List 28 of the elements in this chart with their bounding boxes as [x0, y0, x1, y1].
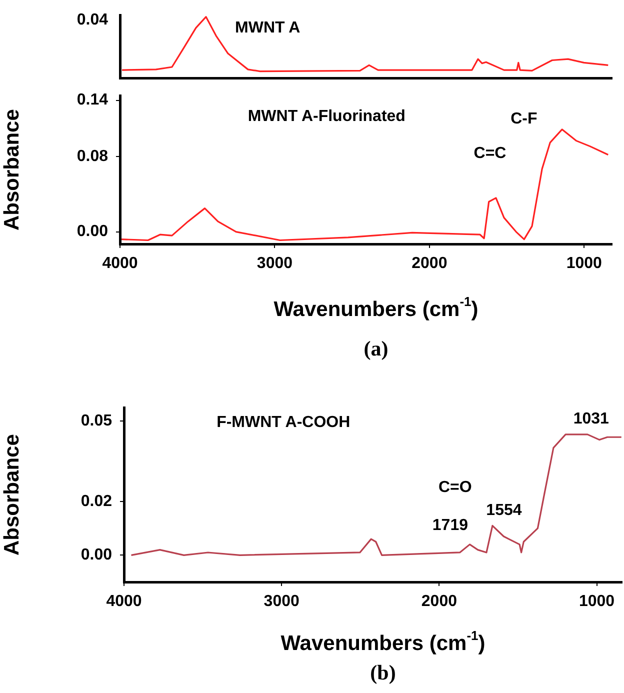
text: (b) — [370, 660, 396, 684]
annotation: 1031 — [573, 410, 610, 428]
y-axis-title: Absorbance — [0, 434, 24, 556]
x-tick-label: 4000 — [106, 593, 142, 610]
y-tick-label: 0.00 — [76, 223, 108, 240]
x-tick-label: 3000 — [264, 593, 300, 610]
x-tick-label: 1000 — [578, 593, 615, 610]
annotation: C=O — [438, 479, 472, 496]
y-tick-label: 0.05 — [80, 412, 112, 430]
y-axis-title: Absorbance — [0, 109, 24, 230]
x-tick-label: 3000 — [256, 255, 293, 272]
y-tick-label: 0.08 — [76, 148, 108, 166]
text: 0.04 — [76, 11, 108, 28]
y-tick-label: 0.00 — [80, 546, 112, 564]
x-tick-label: 2000 — [421, 593, 458, 610]
annotation: C=C — [474, 144, 507, 162]
annotation: 1719 — [432, 517, 468, 534]
chart-title: MWNT A — [235, 19, 301, 36]
x-tick-label: 2000 — [412, 255, 448, 272]
y-tick-label: 0.02 — [80, 492, 112, 510]
text: (a) — [364, 336, 388, 360]
annotation: C-F — [510, 110, 538, 128]
annotation: 1554 — [486, 502, 522, 519]
text: MWNT A-Fluorinated — [248, 108, 406, 126]
chart-title: F-MWNT A-COOH — [216, 414, 350, 432]
x-tick-label: 4000 — [102, 255, 138, 272]
x-tick-label: 1000 — [566, 255, 602, 272]
y-tick-label: 0.14 — [76, 92, 108, 109]
